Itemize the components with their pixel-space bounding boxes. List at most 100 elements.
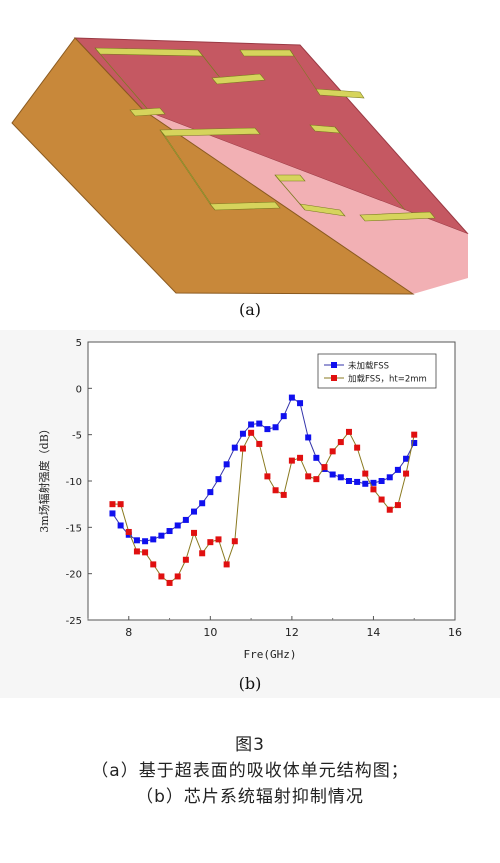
data-point [411,440,418,447]
data-point [182,516,189,523]
x-tick-label: 8 [125,626,132,639]
data-point [109,501,116,508]
y-tick-label: -5 [72,431,82,442]
data-point [386,506,393,513]
data-point [191,529,198,536]
data-point [313,476,320,483]
data-point [321,464,328,471]
data-point [239,445,246,452]
data-point [280,413,287,420]
data-point [207,489,214,496]
data-point [362,480,369,487]
x-tick-label: 12 [285,626,299,639]
data-point [133,537,140,544]
legend-marker [331,362,337,368]
data-point [142,538,149,545]
data-point [329,471,336,478]
data-point [150,561,157,568]
legend-label: 未加载FSS [348,361,389,372]
data-point [150,536,157,543]
metal-strip [211,73,266,85]
y-tick-label: -15 [66,523,82,534]
data-point [174,522,181,529]
caption-title: 图3 [235,735,265,755]
data-point [403,470,410,477]
data-point [288,394,295,401]
data-point [166,579,173,586]
data-point [386,474,393,481]
data-point [142,549,149,556]
data-point [378,478,385,484]
data-point [133,548,140,555]
figure-b-region: 8 10 12 14 16 5 0 -5 -10 -15 -20 -25 未加载FSS 加载FSS，ht… [0,330,500,698]
data-point [345,428,352,435]
data-point [166,528,173,535]
data-point [297,454,304,461]
legend-label: 加载FSS，ht=2mm [348,374,427,385]
x-tick-label: 16 [448,626,462,639]
figure-a-region: (a) [0,0,500,330]
figure-caption: 图3 （a）基于超表面的吸收体单元结构图； （b）芯片系统辐射抑制情况 [0,732,500,810]
data-point [223,561,230,568]
caption-line-b: （b）芯片系统辐射抑制情况 [136,787,364,807]
caption-line-a: （a）基于超表面的吸收体单元结构图； [91,761,409,781]
y-tick-label: -10 [66,477,82,488]
legend-marker [331,375,337,381]
data-point [337,474,344,481]
data-point [370,479,377,486]
data-point [272,424,279,431]
data-point [117,501,124,508]
data-point [378,496,385,503]
data-point [207,539,214,546]
data-point [264,473,271,480]
data-point [199,500,206,507]
absorber-unit-illustration [11,37,469,295]
metal-strip [359,211,436,222]
metal-strip [315,88,365,99]
data-point [109,510,116,517]
data-point [337,439,344,446]
ground-plane-face [11,37,415,295]
data-point [223,461,230,468]
metal-strip [129,107,166,117]
data-point [199,550,206,557]
y-tick-label: -20 [66,570,82,581]
data-point [182,556,189,563]
data-point [231,538,238,545]
data-point [272,487,279,494]
data-point [305,434,312,441]
data-point [394,466,401,473]
data-point [256,420,263,427]
metal-strip [239,49,295,57]
data-point [248,421,255,428]
data-point [288,457,295,464]
data-point [354,444,361,451]
data-point [215,536,222,543]
data-point [329,448,336,455]
data-point [158,573,165,580]
chart-legend: 未加载FSS 加载FSS，ht=2mm [317,353,437,389]
data-point [313,454,320,461]
radiation-chart: 8 10 12 14 16 5 0 -5 -10 -15 -20 -25 未加载FSS 加载FSS，ht… [37,338,462,661]
data-point [264,426,271,433]
metal-strip [334,126,406,211]
data-point [174,573,181,580]
data-point [345,478,352,484]
data-point [158,532,165,539]
data-point [403,455,410,462]
data-point [239,430,246,437]
chart-series [109,394,418,586]
x-tick-label: 10 [203,626,217,639]
data-point [256,440,263,447]
data-point [117,522,124,529]
metal-strip [299,203,346,217]
panel-a-label: (a) [238,300,262,319]
data-point [394,502,401,509]
data-point [362,470,369,477]
data-point [191,508,198,515]
metasurface-metal-pattern [94,47,436,222]
legend-box [317,353,437,389]
data-point [411,431,418,438]
x-tick-label: 14 [366,626,380,639]
data-point [297,400,304,407]
